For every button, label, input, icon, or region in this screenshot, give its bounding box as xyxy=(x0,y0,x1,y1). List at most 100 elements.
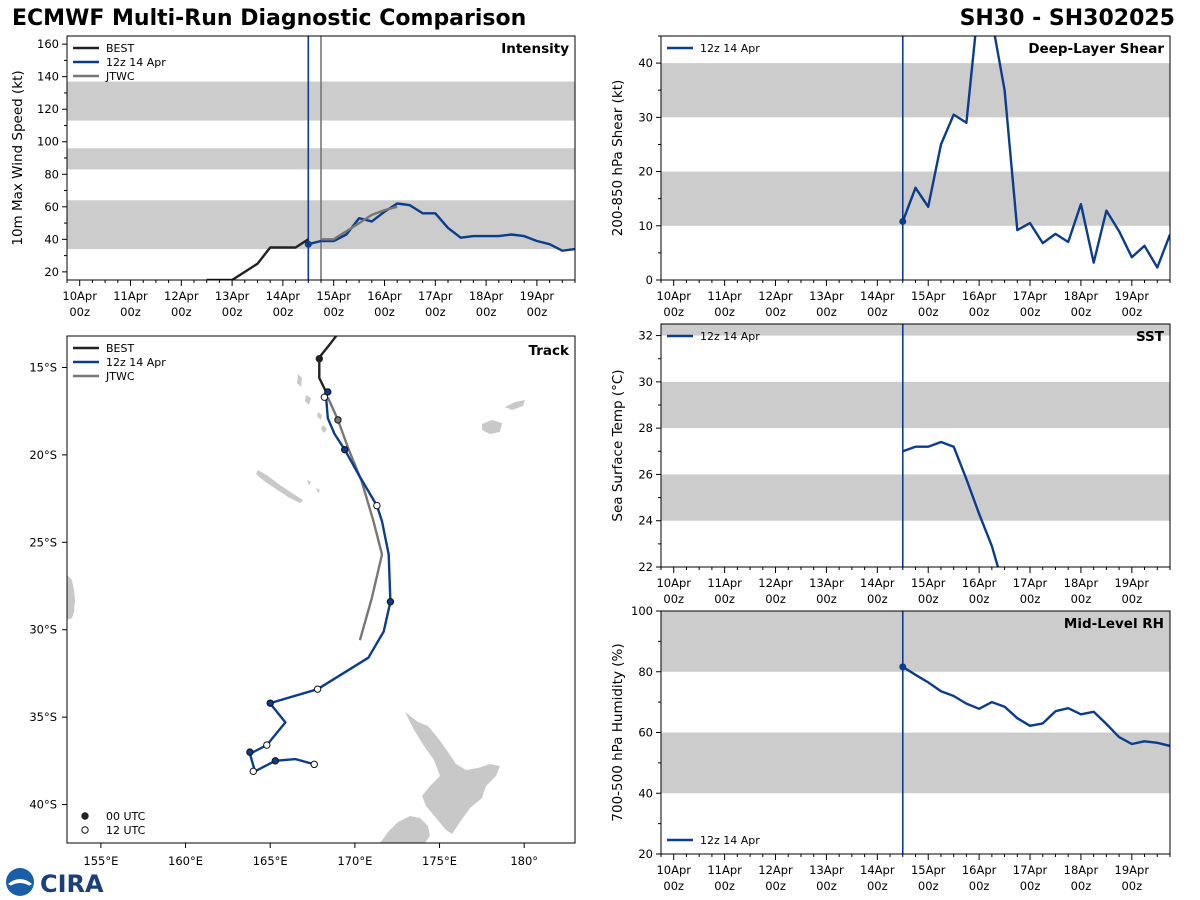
sst-band-1 xyxy=(661,381,1170,429)
rh-xtick-hour: 00z xyxy=(969,879,990,893)
rh-xtick-hour: 00z xyxy=(816,879,837,893)
sst-band-2 xyxy=(661,324,1170,336)
logo: CIRA xyxy=(4,866,114,898)
track-point-run-12utc xyxy=(373,501,381,510)
sst-plot-area xyxy=(661,324,1170,567)
shear-xtick-hour: 00z xyxy=(765,305,786,319)
land-new-caledonia xyxy=(256,470,303,503)
rh-xtick-day: 11Apr xyxy=(707,863,742,877)
rh-series-run-start-point xyxy=(899,663,907,671)
intensity-panel: 20 40 60 80 100 120 140 160 10Apr 00z 11Apr 00z 12Ap… xyxy=(10,35,576,319)
land-vanuatu xyxy=(297,374,327,433)
track-point-run-00utc xyxy=(271,757,279,765)
land-fiji xyxy=(482,400,525,434)
sst-xtick-hour: 00z xyxy=(1020,592,1041,606)
intensity-xtick-day: 15Apr xyxy=(316,289,351,303)
shear-xtick-day: 16Apr xyxy=(962,289,997,303)
intensity-series-jtwc xyxy=(321,205,398,241)
intensity-xtick-hour: 00z xyxy=(425,305,446,319)
shear-xtick-hour: 00z xyxy=(1071,305,1092,319)
intensity-xtick-hour: 00z xyxy=(527,305,548,319)
rh-xtick-hour: 00z xyxy=(1020,879,1041,893)
intensity-ytick-label: 100 xyxy=(37,135,59,149)
track-legend-12utc-marker xyxy=(81,826,89,834)
sst-ytick-label: 22 xyxy=(638,560,653,574)
shear-xtick-hour: 00z xyxy=(816,305,837,319)
sst-series-run xyxy=(902,440,1000,567)
track-point-run-00utc xyxy=(324,388,332,396)
intensity-xtick-hour: 00z xyxy=(273,305,294,319)
track-xtick-label: 165°E xyxy=(253,854,288,868)
track-point-best-12utc xyxy=(333,326,339,332)
intensity-ylabel: 10m Max Wind Speed (kt) xyxy=(10,70,26,245)
rh-ytick-label: 100 xyxy=(631,604,653,618)
track-legend-label-best: BEST xyxy=(106,342,134,355)
shear-xtick-hour: 00z xyxy=(867,305,888,319)
rh-xtick-hour: 00z xyxy=(867,879,888,893)
shear-xtick-day: 10Apr xyxy=(656,289,691,303)
sst-title: SST xyxy=(1136,329,1165,345)
sst-xtick-hour: 00z xyxy=(969,592,990,606)
rh-xtick-hour: 00z xyxy=(1071,879,1092,893)
sst-xtick-day: 10Apr xyxy=(656,576,691,590)
track-plot-area xyxy=(246,326,395,776)
track-series-jtwc xyxy=(326,396,384,641)
sst-band-0 xyxy=(661,474,1170,521)
sst-xtick-hour: 00z xyxy=(1071,592,1092,606)
sst-ytick-label: 28 xyxy=(638,421,653,435)
rh-series-run xyxy=(902,665,1170,748)
track-point-run-00utc xyxy=(386,598,395,606)
rh-xtick-hour: 00z xyxy=(765,879,786,893)
track-point-run-00utc xyxy=(341,445,349,454)
rh-xtick-hour: 00z xyxy=(1121,879,1142,893)
track-point-best-00utc xyxy=(315,355,324,363)
shear-ylabel: 200-850 hPa Shear (kt) xyxy=(610,80,626,237)
track-point-run-12utc xyxy=(249,767,257,776)
intensity-ytick-label: 140 xyxy=(37,70,59,84)
rh-xtick-day: 19Apr xyxy=(1115,863,1150,877)
intensity-xtick-hour: 00z xyxy=(120,305,141,319)
land-australia xyxy=(67,575,75,620)
track-point-run-12utc xyxy=(313,685,322,693)
sst-ylabel: Sea Surface Temp (°C) xyxy=(610,369,626,521)
rh-xtick-day: 14Apr xyxy=(860,863,895,877)
shear-ytick-label: 40 xyxy=(638,56,653,70)
intensity-plot-area xyxy=(67,36,575,280)
sst-ytick-label: 24 xyxy=(638,514,653,528)
rh-ylabel: 700-500 hPa Humidity (%) xyxy=(610,643,626,821)
track-overlay: 155°E 160°E 165°E 170°E 175°E 180° 15°S 20°S 25°… xyxy=(29,326,570,868)
shear-xtick-hour: 00z xyxy=(714,305,735,319)
shear-ytick-label: 10 xyxy=(638,219,653,233)
rh-xtick-day: 16Apr xyxy=(962,863,997,877)
sst-xtick-day: 15Apr xyxy=(911,576,946,590)
rh-plot-area xyxy=(661,611,1170,854)
track-ytick-label: 20°S xyxy=(29,448,57,462)
shear-xtick-day: 17Apr xyxy=(1013,289,1048,303)
land-nz-south-island xyxy=(380,816,430,843)
intensity-xtick-day: 14Apr xyxy=(266,289,301,303)
rh-xtick-day: 13Apr xyxy=(809,863,844,877)
shear-xtick-hour: 00z xyxy=(918,305,939,319)
track-xtick-label: 160°E xyxy=(168,854,203,868)
sst-xtick-hour: 00z xyxy=(867,592,888,606)
sst-xtick-day: 11Apr xyxy=(707,576,742,590)
sst-panel: 22 24 26 28 30 32 10Apr 00z 11Apr 00z 12Apr 00z 13Ap… xyxy=(610,323,1171,606)
intensity-legend-label-jtwc: JTWC xyxy=(105,70,135,83)
track-point-run-12utc xyxy=(263,741,271,749)
shear-xtick-day: 12Apr xyxy=(758,289,793,303)
intensity-legend-label-best: BEST xyxy=(106,42,134,55)
track-xtick-label: 155°E xyxy=(83,854,118,868)
sst-xtick-day: 18Apr xyxy=(1064,576,1099,590)
track-title: Track xyxy=(529,343,570,359)
intensity-legend-label-run: 12z 14 Apr xyxy=(106,56,166,69)
track-ytick-label: 30°S xyxy=(29,623,57,637)
intensity-series-run-start-point xyxy=(304,240,312,248)
page-title: ECMWF Multi-Run Diagnostic Comparison xyxy=(12,6,527,31)
track-point-run-00utc xyxy=(246,748,254,756)
intensity-ytick-label: 20 xyxy=(44,265,59,279)
intensity-xtick-day: 16Apr xyxy=(367,289,402,303)
rh-ytick-label: 60 xyxy=(638,726,653,740)
track-series-run xyxy=(248,391,392,773)
track-legend-12utc-label: 12 UTC xyxy=(106,824,146,837)
